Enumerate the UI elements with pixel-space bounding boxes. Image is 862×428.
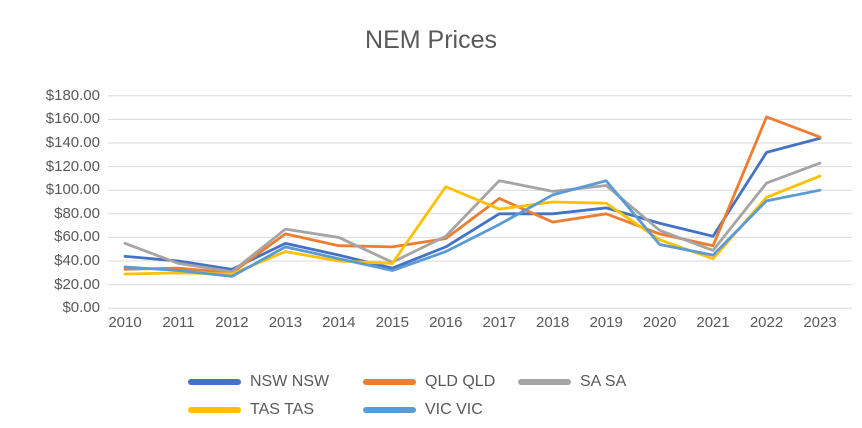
legend-label: TAS TAS <box>250 401 315 418</box>
y-axis-label: $100.00 <box>45 181 100 199</box>
x-axis-label: 2021 <box>696 314 730 331</box>
legend-label: NSW NSW <box>250 373 330 390</box>
y-axis-label: $0.00 <box>62 299 100 317</box>
y-axis-label: $20.00 <box>54 275 100 293</box>
legend-row: NSW NSW QLD QLD SA SA <box>188 368 626 396</box>
series-line-qld <box>123 115 822 275</box>
legend-line-marker <box>363 379 416 385</box>
legend-item-nsw: NSW NSW <box>188 373 363 391</box>
chart-legend: NSW NSW QLD QLD SA SA TAS TAS VIC VIC <box>188 368 626 424</box>
y-axis-label: $40.00 <box>54 252 100 270</box>
legend-label: VIC VIC <box>425 401 483 418</box>
x-axis-label: 2017 <box>482 314 516 331</box>
legend-label: QLD QLD <box>425 373 496 390</box>
y-axis-label: $80.00 <box>54 204 100 222</box>
plot-area <box>108 95 852 309</box>
legend-line-marker <box>518 379 571 385</box>
legend-row: TAS TAS VIC VIC <box>188 396 626 424</box>
x-axis-label: 2014 <box>322 314 356 331</box>
legend-item-vic: VIC VIC <box>363 401 518 419</box>
x-axis-label: 2019 <box>589 314 623 331</box>
series-line-tas <box>123 174 822 276</box>
y-axis-label: $140.00 <box>45 133 100 151</box>
y-axis-label: $180.00 <box>45 86 100 104</box>
x-axis-label: 2012 <box>215 314 249 331</box>
series-line-vic <box>123 179 822 278</box>
x-axis-label: 2010 <box>108 314 142 331</box>
y-axis-label: $160.00 <box>45 110 100 128</box>
legend-line-marker <box>188 379 241 385</box>
x-axis-label: 2013 <box>268 314 303 331</box>
x-axis-label: 2020 <box>642 314 677 331</box>
series-line-sa <box>123 161 822 274</box>
x-axis-label: 2023 <box>803 314 837 331</box>
series-line-nsw <box>123 136 822 271</box>
legend-line-marker <box>363 407 416 413</box>
x-axis-label: 2018 <box>536 314 570 331</box>
chart-title: NEM Prices <box>365 26 497 54</box>
x-axis-label: 2022 <box>749 314 784 331</box>
legend-label: SA SA <box>580 373 627 390</box>
legend-line-marker <box>188 407 241 413</box>
x-axis-label: 2015 <box>375 314 409 331</box>
legend-item-tas: TAS TAS <box>188 401 363 419</box>
x-axis-label: 2011 <box>162 314 195 331</box>
y-axis-label: $60.00 <box>54 228 100 246</box>
x-axis-label: 2016 <box>429 314 463 331</box>
y-axis-label: $120.00 <box>45 157 100 175</box>
legend-item-qld: QLD QLD <box>363 373 518 391</box>
legend-item-sa: SA SA <box>518 373 626 391</box>
